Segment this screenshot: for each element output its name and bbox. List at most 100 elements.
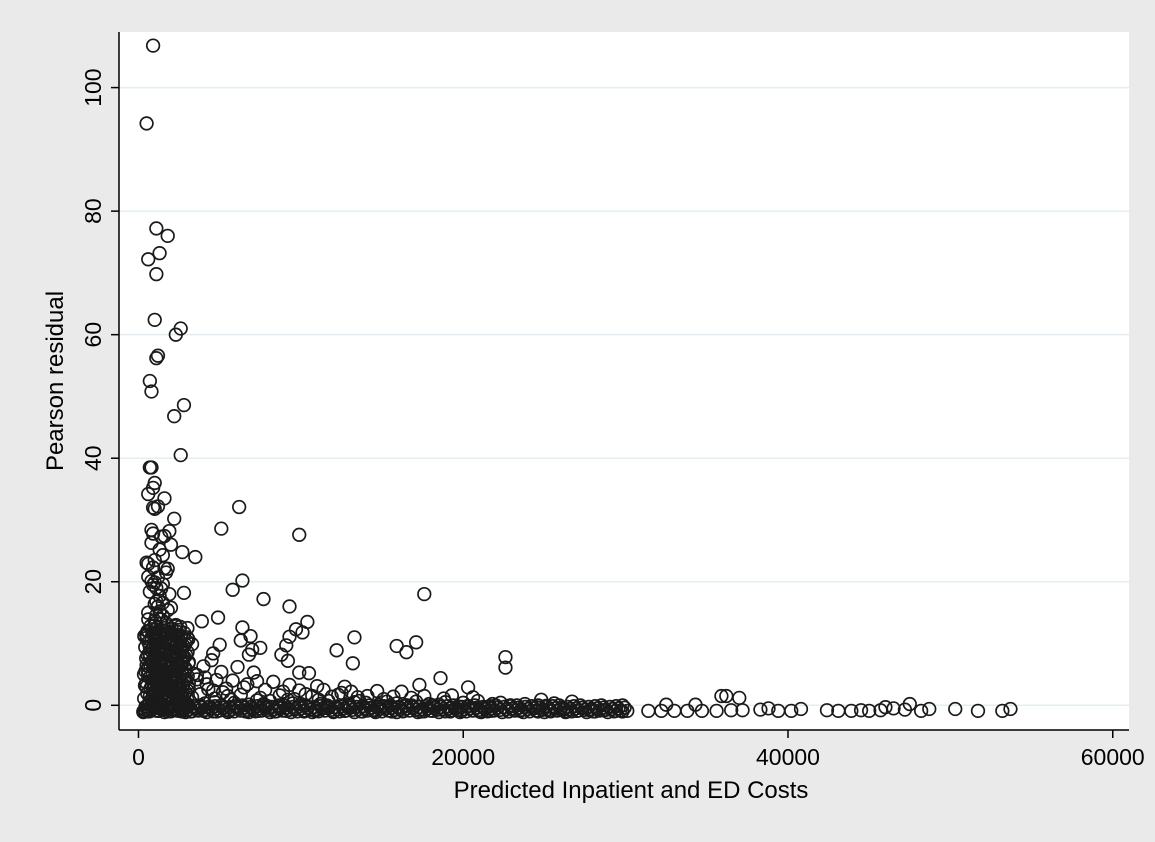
data-point xyxy=(405,700,421,715)
data-point xyxy=(288,701,304,716)
data-point xyxy=(249,674,265,689)
data-point xyxy=(292,527,307,542)
data-point xyxy=(321,699,336,714)
data-point xyxy=(142,649,158,665)
data-point xyxy=(139,116,154,131)
data-point xyxy=(914,703,929,718)
data-point xyxy=(413,704,429,719)
data-point xyxy=(145,577,161,592)
data-point xyxy=(154,668,169,683)
data-point xyxy=(431,697,447,712)
data-point xyxy=(1003,701,1018,717)
data-point xyxy=(324,689,339,704)
data-point xyxy=(241,697,257,712)
data-point xyxy=(844,703,859,718)
data-point xyxy=(144,384,159,399)
data-point xyxy=(483,703,499,718)
data-point xyxy=(152,245,167,261)
data-point xyxy=(347,695,362,710)
data-point xyxy=(176,397,192,413)
data-point xyxy=(256,591,271,607)
data-point xyxy=(233,633,248,648)
data-point xyxy=(355,704,370,719)
data-point xyxy=(373,699,388,714)
data-point xyxy=(150,570,166,585)
data-point xyxy=(477,701,492,716)
y-axis-title: Pearson residual xyxy=(42,291,69,471)
data-point xyxy=(498,660,513,675)
data-point xyxy=(337,703,352,718)
data-point xyxy=(180,630,195,645)
data-point xyxy=(433,670,448,686)
data-point xyxy=(714,688,729,704)
data-point xyxy=(176,585,192,601)
data-point xyxy=(886,701,901,716)
data-point xyxy=(329,643,344,658)
data-point xyxy=(165,701,180,717)
data-point xyxy=(399,645,414,660)
data-point xyxy=(275,684,291,699)
data-point xyxy=(948,701,963,717)
data-point xyxy=(485,696,500,712)
data-point xyxy=(141,486,156,502)
data-point xyxy=(142,584,158,599)
data-point xyxy=(503,698,518,713)
data-point xyxy=(293,696,309,712)
data-point xyxy=(282,629,297,644)
data-point xyxy=(409,635,424,650)
data-point xyxy=(147,312,162,328)
x-tick-label-20000: 20000 xyxy=(431,744,495,770)
data-point xyxy=(147,687,162,702)
data-point xyxy=(296,704,312,719)
data-points xyxy=(136,38,1018,720)
data-point xyxy=(272,698,287,713)
y-tick-label-0: 0 xyxy=(80,699,106,712)
data-point xyxy=(553,702,568,717)
data-point xyxy=(819,703,835,718)
data-point xyxy=(421,696,437,712)
data-point xyxy=(175,544,190,560)
data-point xyxy=(149,351,164,366)
data-point xyxy=(417,586,432,602)
data-point xyxy=(292,665,307,680)
data-point xyxy=(141,252,156,267)
data-point xyxy=(376,691,391,707)
data-point xyxy=(301,666,317,681)
tick-labels: 0 20 40 60 80 100 0 20000 40000 60000 xyxy=(80,68,1145,770)
data-point xyxy=(922,701,937,717)
data-point xyxy=(144,460,159,475)
data-point xyxy=(175,656,190,671)
data-point xyxy=(149,221,164,236)
data-point xyxy=(753,702,768,717)
data-point xyxy=(498,649,513,665)
data-point xyxy=(225,582,240,597)
axes xyxy=(111,32,1129,738)
data-point xyxy=(560,704,575,719)
data-point xyxy=(210,610,226,625)
y-tick-label-20: 20 xyxy=(80,569,106,595)
data-point xyxy=(460,698,476,714)
x-tick-label-40000: 40000 xyxy=(756,744,820,770)
data-point xyxy=(582,703,598,718)
data-point xyxy=(160,228,175,243)
data-point xyxy=(282,599,297,614)
data-point xyxy=(724,703,739,718)
data-point xyxy=(171,677,187,693)
data-point xyxy=(241,647,257,662)
data-point xyxy=(167,409,182,424)
data-point xyxy=(389,696,404,711)
x-tick-label-60000: 60000 xyxy=(1081,744,1145,770)
data-point xyxy=(235,573,250,588)
data-point xyxy=(995,703,1010,718)
data-point xyxy=(970,703,986,718)
data-point xyxy=(149,266,164,282)
data-point xyxy=(404,690,419,706)
data-point xyxy=(862,703,877,718)
data-point xyxy=(181,654,196,670)
data-point xyxy=(793,701,809,717)
data-point xyxy=(150,636,166,652)
data-point xyxy=(240,677,255,692)
data-point xyxy=(214,521,229,536)
data-point xyxy=(620,703,635,718)
